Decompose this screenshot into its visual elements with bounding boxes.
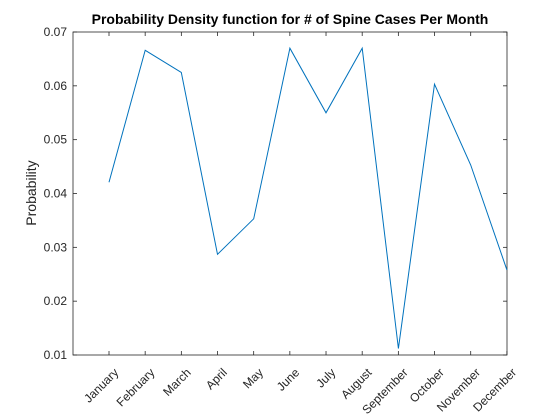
y-axis-label: Probability — [23, 160, 39, 225]
y-tick-label: 0.07 — [44, 25, 68, 39]
plot-area — [73, 32, 507, 355]
y-tick-label: 0.05 — [44, 133, 68, 147]
chart-title: Probability Density function for # of Sp… — [92, 11, 489, 27]
y-tick-label: 0.03 — [44, 240, 68, 254]
y-tick-label: 0.02 — [44, 294, 68, 308]
y-tick-label: 0.04 — [44, 187, 68, 201]
y-tick-label: 0.01 — [44, 348, 68, 362]
y-tick-label: 0.06 — [44, 79, 68, 93]
